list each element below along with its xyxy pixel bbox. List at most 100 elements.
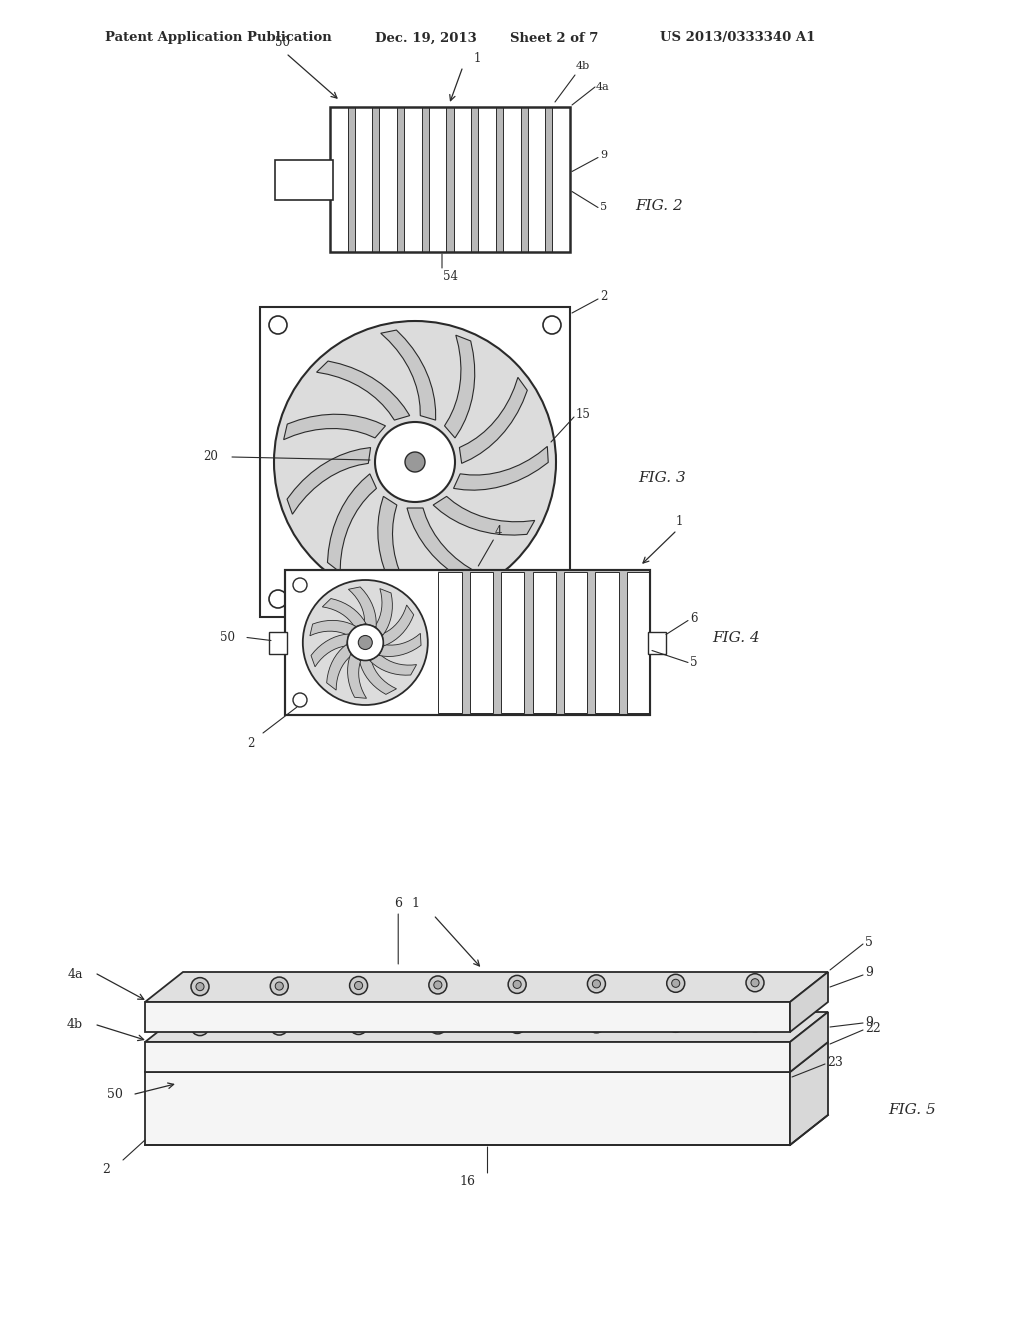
Text: 4b: 4b: [67, 1019, 83, 1031]
Circle shape: [303, 579, 428, 705]
Bar: [269, 631, 287, 653]
Text: 4a: 4a: [596, 82, 609, 92]
Circle shape: [672, 979, 680, 987]
Polygon shape: [316, 362, 410, 420]
Polygon shape: [323, 598, 366, 627]
Circle shape: [513, 1020, 521, 1028]
Text: 23: 23: [827, 1056, 843, 1068]
Bar: [627, 572, 650, 713]
Bar: [330, 107, 347, 252]
Bar: [275, 160, 333, 199]
Polygon shape: [310, 620, 355, 636]
Bar: [648, 631, 666, 653]
Circle shape: [751, 978, 759, 987]
Text: 4a: 4a: [68, 968, 83, 981]
Circle shape: [269, 315, 287, 334]
Circle shape: [746, 974, 764, 991]
Bar: [501, 572, 524, 713]
Polygon shape: [311, 634, 348, 667]
Text: Sheet 2 of 7: Sheet 2 of 7: [510, 32, 598, 45]
Circle shape: [667, 974, 685, 993]
Bar: [527, 107, 546, 252]
Circle shape: [275, 982, 284, 990]
Circle shape: [270, 1018, 289, 1035]
Circle shape: [434, 981, 442, 989]
Bar: [404, 107, 422, 252]
Circle shape: [293, 578, 307, 591]
Polygon shape: [327, 644, 351, 690]
Circle shape: [429, 975, 446, 994]
Bar: [454, 107, 471, 252]
Text: 1: 1: [676, 515, 683, 528]
Circle shape: [429, 1016, 446, 1034]
Circle shape: [672, 1019, 680, 1027]
Circle shape: [293, 693, 307, 708]
Text: 15: 15: [575, 408, 591, 421]
Polygon shape: [444, 335, 475, 438]
Text: Dec. 19, 2013: Dec. 19, 2013: [375, 32, 477, 45]
Text: 9: 9: [865, 1016, 872, 1030]
Bar: [354, 107, 373, 252]
Bar: [470, 572, 493, 713]
Text: FIG. 2: FIG. 2: [635, 198, 683, 213]
Text: US 2013/0333340 A1: US 2013/0333340 A1: [660, 32, 815, 45]
Circle shape: [191, 1018, 209, 1036]
Bar: [438, 572, 462, 713]
Text: 1: 1: [474, 51, 481, 65]
Polygon shape: [370, 655, 417, 675]
Circle shape: [751, 1019, 759, 1027]
Bar: [330, 107, 570, 252]
Circle shape: [667, 1014, 685, 1032]
Polygon shape: [145, 1012, 828, 1041]
Circle shape: [628, 693, 642, 708]
Circle shape: [508, 975, 526, 994]
Circle shape: [354, 982, 362, 990]
Bar: [330, 107, 570, 252]
Text: 5: 5: [865, 936, 872, 949]
Circle shape: [349, 977, 368, 994]
Text: FIG. 5: FIG. 5: [888, 1102, 936, 1117]
Circle shape: [275, 1022, 284, 1030]
Bar: [260, 308, 570, 616]
Polygon shape: [145, 972, 828, 1002]
Bar: [285, 570, 650, 715]
Polygon shape: [790, 972, 828, 1032]
Text: 50: 50: [108, 1088, 123, 1101]
Circle shape: [354, 1022, 362, 1030]
Text: 22: 22: [865, 1022, 881, 1035]
Polygon shape: [381, 330, 435, 420]
Circle shape: [375, 422, 455, 502]
Polygon shape: [375, 589, 392, 635]
Polygon shape: [284, 414, 385, 440]
Text: 5: 5: [690, 656, 697, 669]
Text: FIG. 3: FIG. 3: [638, 471, 686, 484]
Text: 20: 20: [203, 450, 218, 463]
Circle shape: [543, 315, 561, 334]
Circle shape: [196, 982, 204, 991]
Polygon shape: [790, 1012, 828, 1072]
Circle shape: [588, 975, 605, 993]
Polygon shape: [382, 605, 414, 645]
Bar: [380, 107, 397, 252]
Circle shape: [508, 1015, 526, 1034]
Text: 4b: 4b: [575, 61, 590, 71]
Circle shape: [513, 981, 521, 989]
Polygon shape: [145, 1002, 790, 1032]
Text: 54: 54: [442, 271, 458, 282]
Polygon shape: [359, 660, 396, 694]
Polygon shape: [433, 496, 535, 535]
Text: FIG. 4: FIG. 4: [712, 631, 760, 645]
Text: 6: 6: [394, 898, 402, 909]
Polygon shape: [145, 1041, 790, 1072]
Text: 4: 4: [495, 525, 502, 539]
Bar: [285, 570, 650, 715]
Polygon shape: [790, 1041, 828, 1144]
Polygon shape: [347, 655, 367, 698]
Text: Patent Application Publication: Patent Application Publication: [105, 32, 332, 45]
Bar: [429, 107, 446, 252]
Circle shape: [746, 1014, 764, 1032]
Circle shape: [434, 1020, 442, 1030]
Bar: [503, 107, 520, 252]
Circle shape: [270, 977, 289, 995]
Text: 9: 9: [865, 966, 872, 979]
